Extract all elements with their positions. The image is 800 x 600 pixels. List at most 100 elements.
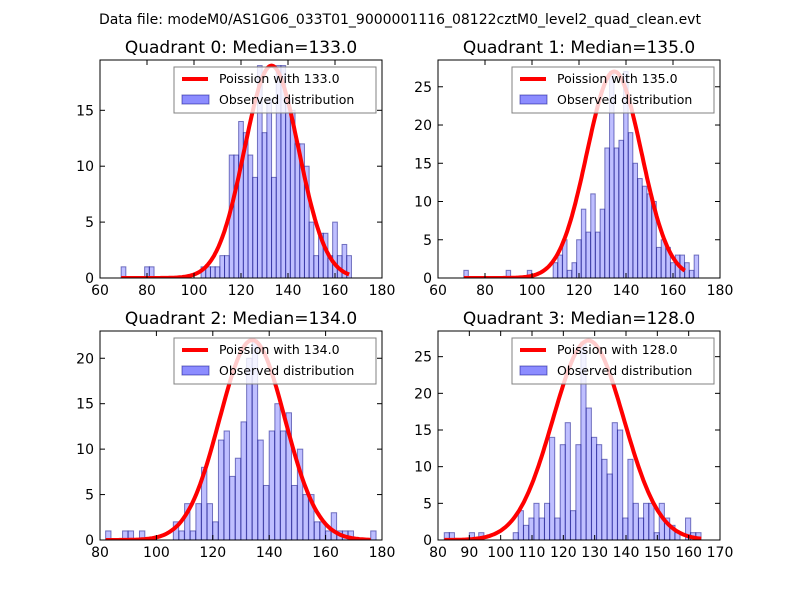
x-tick-label: 120	[199, 545, 226, 561]
histogram-bar	[263, 484, 270, 540]
x-tick-label: 120	[566, 283, 593, 299]
histogram-bar	[564, 422, 571, 540]
histogram-bar	[559, 444, 566, 540]
histogram-bar	[637, 178, 643, 278]
x-tick-label: 100	[181, 283, 208, 299]
histogram-bar	[622, 517, 629, 540]
histogram-bar	[517, 510, 524, 540]
histogram-bar	[257, 439, 264, 540]
poisson-curve	[120, 63, 350, 278]
histogram-bar	[632, 162, 639, 278]
histogram-bar	[279, 430, 287, 540]
histogram-bar	[294, 143, 301, 278]
subplot-quadrant-3: Quadrant 3: Median=128.080 90 100 110 120 130…	[414, 309, 733, 561]
histogram-bar	[618, 139, 624, 278]
y-tick-label: 10	[76, 442, 94, 458]
histogram-bar	[643, 502, 650, 540]
x-tick-label: 100	[519, 283, 546, 299]
subplot-title: Quadrant 2: Median=134.0	[125, 309, 357, 329]
axes-frame	[437, 330, 721, 541]
histogram-bar	[285, 412, 292, 540]
histogram-bar	[533, 502, 540, 540]
histogram-bar	[557, 254, 563, 278]
legend-bar-swatch	[519, 365, 548, 376]
y-tick-label: 25	[414, 350, 432, 366]
histogram-bar	[688, 269, 695, 278]
histogram-bar	[313, 521, 321, 540]
histogram-bar	[212, 521, 219, 540]
histogram-bar	[234, 457, 242, 540]
histogram-bar	[594, 231, 601, 278]
histogram-bar	[528, 517, 535, 540]
histogram-bar	[268, 430, 276, 540]
histogram-bar	[240, 421, 247, 540]
histogram-bar	[566, 269, 573, 278]
x-tick-label: 120	[550, 545, 577, 561]
y-tick-label: 15	[414, 423, 432, 439]
legend: Poission with 128.0 Observed distribution	[511, 337, 715, 385]
histogram-bar	[246, 357, 253, 540]
histogram-bar	[617, 429, 624, 540]
legend-label-poisson: Poission with 135.0	[557, 71, 678, 86]
legend-label-observed: Observed distribution	[219, 92, 354, 107]
y-tick-label: 5	[423, 233, 432, 249]
histogram-bar	[512, 532, 519, 540]
histogram-bar	[599, 208, 606, 278]
histogram-bar	[575, 444, 582, 540]
x-tick-label: 90	[460, 545, 478, 561]
histogram-bar	[217, 439, 225, 540]
histogram-bar	[571, 262, 577, 278]
y-tick-label: 10	[414, 460, 432, 476]
histogram-bar	[308, 221, 315, 278]
histogram-bar	[648, 502, 655, 540]
histogram-bar	[585, 231, 592, 278]
histogram-bar	[247, 154, 254, 278]
y-tick-label: 0	[423, 271, 432, 287]
histogram-bar	[219, 255, 226, 278]
histogram-bar	[206, 503, 214, 540]
y-tick-label: 25	[414, 80, 432, 96]
histogram-bar	[266, 98, 273, 278]
histogram-bar	[627, 458, 634, 540]
histogram-bar	[613, 147, 620, 278]
histogram-bar	[313, 255, 320, 278]
histogram-bar	[549, 436, 556, 540]
x-tick-label: 140	[613, 545, 640, 561]
y-tick-label: 0	[85, 271, 94, 287]
histogram-bar	[148, 266, 155, 278]
y-tick-label: 15	[76, 103, 94, 119]
legend-box	[173, 66, 377, 114]
x-tick-label: 80	[138, 283, 156, 299]
legend-bar-swatch	[519, 94, 548, 105]
y-tick-label: 5	[85, 215, 94, 231]
legend: Poission with 134.0 Observed distribution	[173, 337, 377, 385]
histogram-bar	[229, 475, 236, 540]
histogram-bar	[224, 255, 230, 278]
subplot-quadrant-0: Quadrant 0: Median=133.060 80 100 120 140 160…	[76, 38, 395, 299]
x-tick-label: 100	[143, 545, 170, 561]
histogram-bar	[580, 208, 587, 278]
legend-box	[173, 337, 377, 385]
histogram-bar	[554, 517, 561, 540]
histogram-bar	[195, 503, 202, 540]
histogram-bar	[214, 266, 221, 278]
legend-label-observed: Observed distribution	[557, 363, 692, 378]
histogram-bar	[653, 532, 660, 540]
histogram-bar	[505, 269, 512, 278]
poisson-curve	[463, 69, 686, 278]
histogram-bar	[552, 262, 559, 278]
y-tick-label: 10	[76, 159, 94, 175]
y-tick-label: 15	[76, 397, 94, 413]
x-tick-label: 110	[519, 545, 546, 561]
legend-label-poisson: Poission with 133.0	[219, 71, 340, 86]
histogram-bar	[591, 436, 598, 540]
histogram-bar	[308, 494, 315, 540]
histogram-bar	[252, 176, 258, 278]
x-tick-label: 100	[487, 545, 514, 561]
histogram-bar	[274, 403, 281, 540]
x-tick-label: 160	[322, 283, 349, 299]
x-tick-label: 180	[369, 545, 396, 561]
y-tick-label: 5	[85, 488, 94, 504]
x-tick-label: 80	[429, 545, 447, 561]
histogram-bar	[606, 473, 613, 540]
